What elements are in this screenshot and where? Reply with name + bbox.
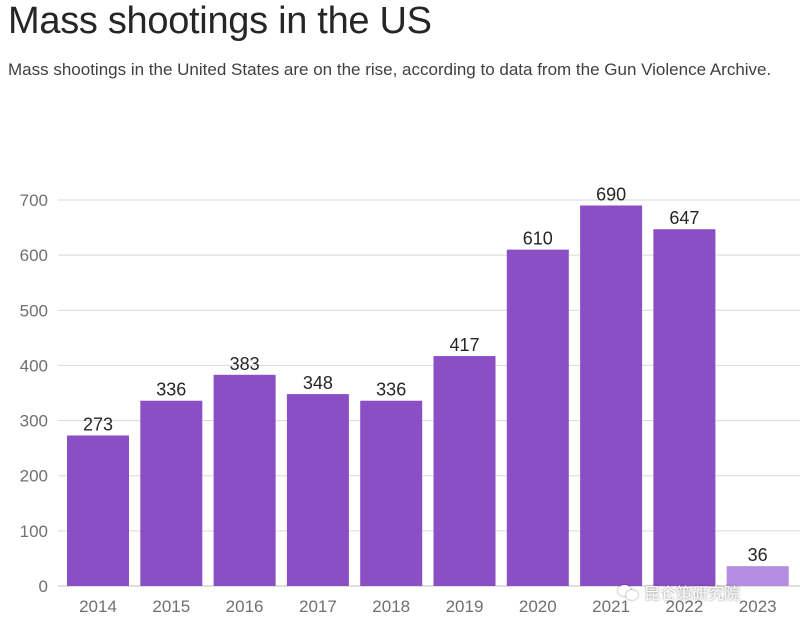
bar-2016 [213, 374, 276, 586]
watermark: 昆仑策研究院 [618, 580, 740, 604]
x-axis-ticks: 2014 2015 2016 2017 2018 2019 2020 2021 2022 2023 [79, 597, 777, 616]
data-label-2021: 690 [596, 185, 626, 205]
bar-2015 [140, 400, 203, 586]
x-tick-label-2015: 2015 [152, 597, 190, 616]
data-label-2015: 336 [156, 380, 186, 400]
data-label-2019: 417 [449, 335, 479, 355]
bar-2022 [653, 229, 716, 586]
bar-2019 [433, 356, 496, 586]
y-tick-label-100: 100 [20, 522, 48, 541]
data-label-2016: 383 [230, 354, 260, 374]
data-label-2023: 36 [748, 545, 768, 565]
y-tick-label-600: 600 [20, 246, 48, 265]
x-tick-label-2014: 2014 [79, 597, 117, 616]
x-tick-label-2020: 2020 [519, 597, 557, 616]
y-tick-label-0: 0 [39, 577, 48, 596]
y-tick-label-300: 300 [20, 412, 48, 431]
bar-2017 [286, 394, 349, 586]
bar-2021 [580, 205, 643, 586]
x-tick-label-2017: 2017 [299, 597, 337, 616]
bar-2014 [67, 435, 129, 586]
x-tick-label-2021: 2021 [592, 597, 630, 616]
data-label-2014: 273 [83, 414, 113, 434]
bars [67, 205, 789, 586]
bar-2020 [506, 249, 569, 586]
chart-subtitle: Mass shootings in the United States are … [8, 60, 772, 79]
y-tick-label-200: 200 [20, 467, 48, 486]
data-label-2018: 336 [376, 380, 406, 400]
data-label-2020: 610 [523, 229, 553, 249]
bar-2018 [360, 400, 423, 586]
y-axis-ticks: 0 100 200 300 400 500 600 700 [20, 191, 48, 596]
x-tick-label-2023: 2023 [739, 597, 777, 616]
x-tick-label-2019: 2019 [446, 597, 484, 616]
data-labels: 273 336 383 348 336 417 610 690 647 36 [83, 185, 768, 566]
y-tick-label-700: 700 [20, 191, 48, 210]
y-tick-label-500: 500 [20, 301, 48, 320]
x-tick-label-2022: 2022 [665, 597, 703, 616]
bar-2023 [726, 566, 789, 586]
x-tick-label-2018: 2018 [372, 597, 410, 616]
x-tick-label-2016: 2016 [226, 597, 264, 616]
y-tick-label-400: 400 [20, 356, 48, 375]
data-label-2022: 647 [669, 208, 699, 228]
watermark-text: 昆仑策研究院 [644, 584, 741, 603]
chart-title: Mass shootings in the US [8, 0, 432, 42]
data-label-2017: 348 [303, 373, 333, 393]
wechat-icon [618, 583, 640, 601]
